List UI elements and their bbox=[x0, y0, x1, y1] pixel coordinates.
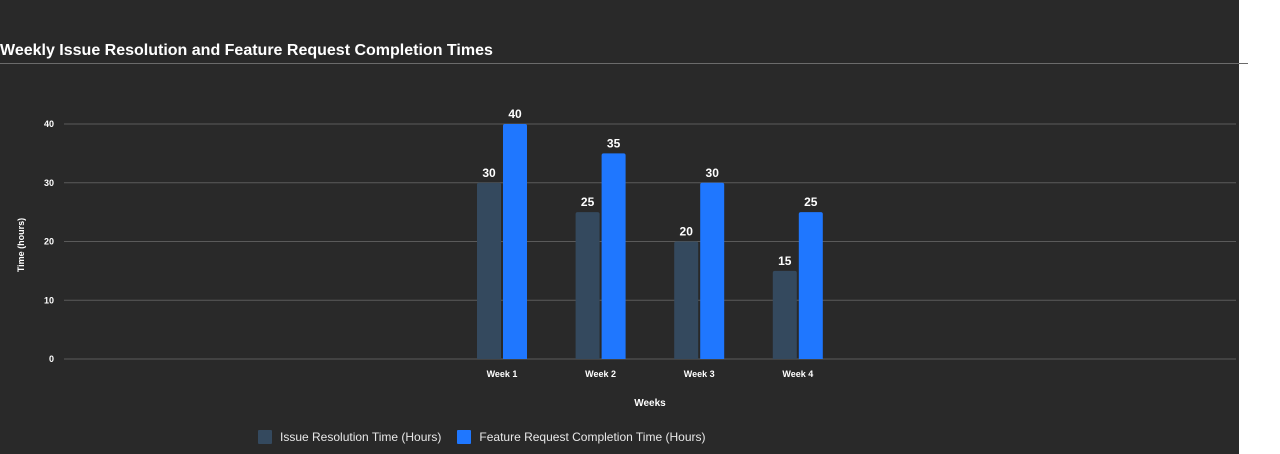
data-label: 30 bbox=[482, 166, 496, 180]
bar[interactable] bbox=[772, 270, 797, 359]
y-tick-label: 40 bbox=[44, 119, 54, 129]
legend-label-feature-request: Feature Request Completion Time (Hours) bbox=[479, 430, 706, 444]
bar[interactable] bbox=[674, 241, 699, 360]
legend-item-feature-request[interactable]: Feature Request Completion Time (Hours) bbox=[457, 430, 705, 444]
y-tick-label: 30 bbox=[44, 178, 54, 188]
legend-label-issue-resolution: Issue Resolution Time (Hours) bbox=[280, 430, 442, 444]
bars bbox=[477, 124, 823, 359]
y-axis-label: Time (hours) bbox=[16, 218, 26, 272]
data-label: 35 bbox=[607, 136, 621, 150]
x-tick-label: Week 4 bbox=[782, 369, 813, 379]
data-label: 30 bbox=[706, 166, 720, 180]
bar[interactable] bbox=[575, 212, 600, 359]
title-divider-tail bbox=[1239, 63, 1248, 64]
x-tick-labels: Week 1 Week 2 Week 3 Week 4 bbox=[487, 369, 814, 379]
y-tick-labels: 0 10 20 30 40 bbox=[44, 119, 54, 364]
x-tick-label: Week 2 bbox=[585, 369, 616, 379]
bar[interactable] bbox=[798, 212, 823, 359]
bar[interactable] bbox=[601, 153, 626, 359]
data-label: 25 bbox=[804, 195, 818, 209]
y-tick-label: 20 bbox=[44, 237, 54, 247]
chart-title: Weekly Issue Resolution and Feature Requ… bbox=[0, 42, 493, 59]
grid-lines bbox=[64, 123, 1236, 360]
data-label: 20 bbox=[680, 225, 694, 239]
data-label: 40 bbox=[508, 107, 522, 121]
legend-swatch-issue-resolution bbox=[258, 430, 272, 444]
x-axis-label: Weeks bbox=[634, 398, 666, 409]
legend-swatch-feature-request bbox=[457, 430, 472, 444]
legend: Issue Resolution Time (Hours) Feature Re… bbox=[258, 430, 721, 444]
y-tick-label: 0 bbox=[49, 354, 54, 364]
bar[interactable] bbox=[477, 182, 501, 359]
bar[interactable] bbox=[700, 182, 725, 359]
legend-item-issue-resolution[interactable]: Issue Resolution Time (Hours) bbox=[258, 430, 441, 444]
data-label: 25 bbox=[581, 195, 595, 209]
x-tick-label: Week 1 bbox=[487, 369, 518, 379]
data-label: 15 bbox=[778, 254, 792, 268]
title-divider bbox=[0, 63, 1239, 64]
data-labels: 30 40 25 35 20 30 15 25 bbox=[482, 107, 817, 268]
x-tick-label: Week 3 bbox=[684, 369, 715, 379]
bar[interactable] bbox=[503, 124, 527, 359]
y-tick-label: 10 bbox=[44, 295, 54, 305]
